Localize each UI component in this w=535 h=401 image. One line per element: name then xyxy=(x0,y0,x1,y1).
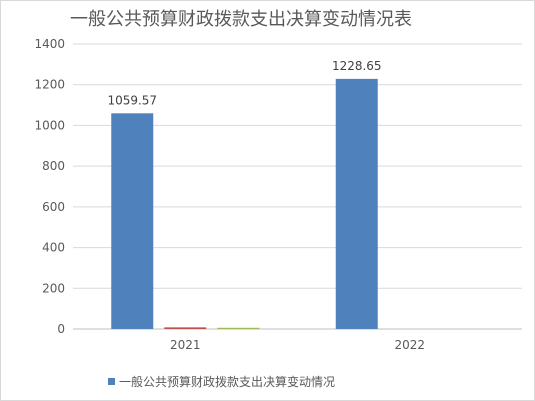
x-category-label: 2021 xyxy=(170,338,201,352)
x-axis-categories: 2021 2022 xyxy=(170,338,425,352)
y-tick-label: 200 xyxy=(42,281,65,295)
y-tick-label: 600 xyxy=(42,200,65,214)
legend-label: 一般公共预算财政拨款支出决算变动情况 xyxy=(119,374,335,389)
chart-title: 一般公共预算财政拨款支出决算变动情况表 xyxy=(70,9,412,30)
y-tick-label: 0 xyxy=(57,322,65,336)
y-axis-ticks: 0 200 400 600 800 1000 1200 1400 xyxy=(34,37,65,336)
data-label: 1228.65 xyxy=(332,59,382,73)
bar xyxy=(164,327,207,329)
data-labels: 1059.57 1228.65 xyxy=(107,59,381,107)
bar xyxy=(217,327,260,329)
legend-swatch xyxy=(108,378,115,385)
bars xyxy=(111,78,378,330)
legend: 一般公共预算财政拨款支出决算变动情况 xyxy=(108,374,335,389)
bar xyxy=(111,113,154,329)
y-tick-label: 1000 xyxy=(34,118,65,132)
y-tick-label: 1400 xyxy=(34,37,65,51)
y-tick-label: 400 xyxy=(42,241,65,255)
y-tick-label: 1200 xyxy=(34,78,65,92)
bar xyxy=(335,78,378,330)
x-category-label: 2022 xyxy=(394,338,425,352)
data-label: 1059.57 xyxy=(107,93,157,107)
y-tick-label: 800 xyxy=(42,159,65,173)
